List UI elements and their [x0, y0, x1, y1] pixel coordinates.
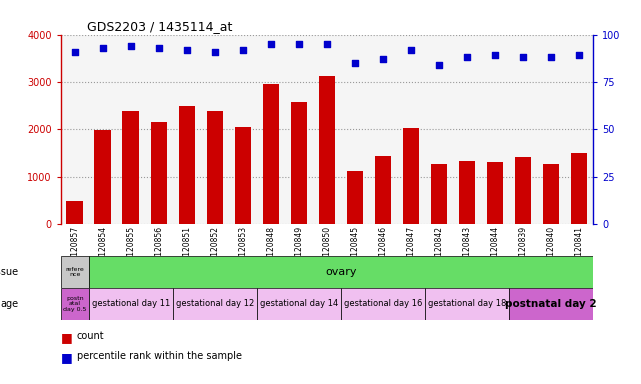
Text: gestational day 11: gestational day 11	[92, 300, 170, 308]
Point	[518, 54, 528, 60]
Bar	[570, 153, 587, 224]
Point	[210, 48, 220, 55]
Bar	[425, 288, 509, 320]
Point	[406, 47, 416, 53]
Bar	[319, 76, 335, 224]
Point	[154, 45, 164, 51]
Bar	[542, 164, 560, 224]
Bar	[431, 164, 447, 224]
Point	[378, 56, 388, 62]
Bar	[61, 288, 89, 320]
Point	[350, 60, 360, 66]
Point	[238, 47, 248, 53]
Text: gestational day 14: gestational day 14	[260, 300, 338, 308]
Text: count: count	[77, 331, 104, 341]
Point	[322, 41, 332, 47]
Text: age: age	[1, 299, 19, 309]
Bar	[515, 157, 531, 224]
Bar	[122, 111, 139, 224]
Bar	[263, 84, 279, 224]
Bar	[61, 256, 89, 288]
Bar	[487, 162, 503, 224]
Bar	[151, 122, 167, 224]
Bar	[94, 130, 112, 224]
Text: gestational day 16: gestational day 16	[344, 300, 422, 308]
Point	[434, 62, 444, 68]
Text: ovary: ovary	[325, 267, 356, 277]
Bar	[67, 200, 83, 224]
Bar	[341, 288, 425, 320]
Bar	[89, 288, 173, 320]
Text: gestational day 12: gestational day 12	[176, 300, 254, 308]
Point	[98, 45, 108, 51]
Text: GDS2203 / 1435114_at: GDS2203 / 1435114_at	[87, 20, 233, 33]
Text: refere
nce: refere nce	[65, 267, 84, 277]
Bar	[347, 171, 363, 224]
Text: percentile rank within the sample: percentile rank within the sample	[77, 351, 242, 361]
Point	[126, 43, 136, 49]
Bar	[290, 102, 307, 224]
Bar	[206, 111, 223, 224]
Point	[574, 52, 584, 58]
Point	[545, 54, 556, 60]
Point	[490, 52, 500, 58]
Bar	[509, 288, 593, 320]
Bar	[257, 288, 341, 320]
Point	[70, 48, 80, 55]
Text: postn
atal
day 0.5: postn atal day 0.5	[63, 296, 87, 312]
Text: ■: ■	[61, 331, 72, 344]
Bar	[403, 129, 419, 224]
Bar	[235, 127, 251, 224]
Text: postnatal day 2: postnatal day 2	[505, 299, 597, 309]
Text: tissue: tissue	[0, 267, 19, 277]
Text: gestational day 18: gestational day 18	[428, 300, 506, 308]
Bar	[374, 156, 391, 224]
Bar	[458, 161, 476, 224]
Point	[266, 41, 276, 47]
Point	[462, 54, 472, 60]
Bar	[173, 288, 257, 320]
Text: ■: ■	[61, 351, 72, 364]
Point	[294, 41, 304, 47]
Point	[182, 47, 192, 53]
Bar	[178, 106, 196, 224]
